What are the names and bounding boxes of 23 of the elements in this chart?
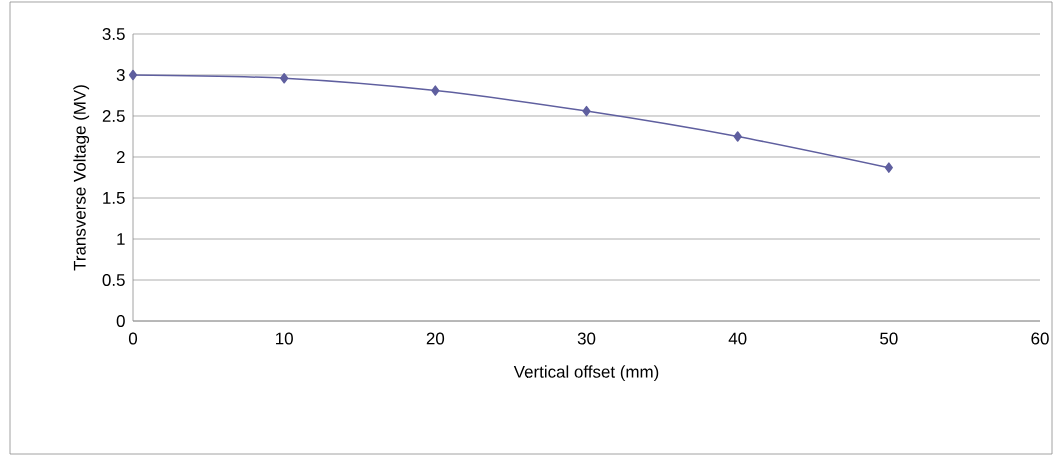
y-tick-label: 1.5 [103, 192, 125, 204]
y-tick-label: 2 [116, 151, 125, 163]
x-axis-title: Vertical offset (mm) [513, 365, 659, 382]
y-tick-label: 0.5 [102, 274, 125, 286]
y-tick-label: 0 [116, 315, 125, 327]
x-tick-label: 0 [128, 332, 138, 345]
x-tick-label: 30 [577, 332, 596, 345]
point [733, 131, 742, 142]
point [280, 73, 289, 84]
x-tick-label: 50 [880, 332, 898, 345]
y-axis-title: Transverse Voltage (MV) [73, 85, 90, 271]
x-tick-label: 60 [1031, 332, 1049, 345]
point [582, 105, 591, 117]
x-tick-label: 10 [276, 332, 293, 345]
point [128, 69, 138, 81]
y-tick-label: 3 [116, 69, 125, 81]
y-tick-label: 1 [117, 233, 125, 245]
x-tick-label: 20 [426, 332, 445, 345]
x-tick-label: 40 [728, 332, 747, 345]
y-tick-label: 2.5 [102, 110, 125, 122]
point [431, 85, 440, 96]
y-tick-label: 3.5 [102, 28, 125, 40]
point [884, 162, 893, 173]
